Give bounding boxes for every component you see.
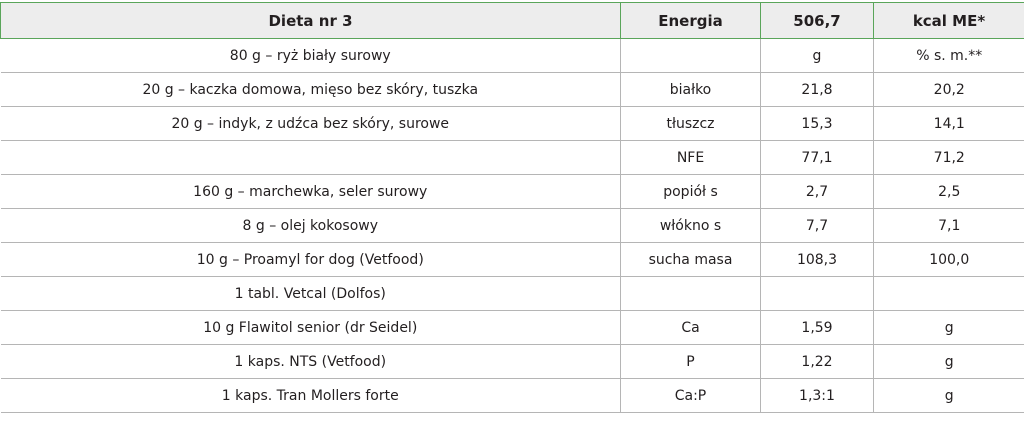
table-row: 1 tabl. Vetcal (Dolfos) xyxy=(1,277,1024,311)
table-cell: 15,3 xyxy=(761,107,874,141)
table-cell: % s. m.** xyxy=(874,39,1024,73)
table-cell: 108,3 xyxy=(761,243,874,277)
table-cell: tłuszcz xyxy=(621,107,761,141)
table-row: 10 g – Proamyl for dog (Vetfood)sucha ma… xyxy=(1,243,1024,277)
table-cell: 1,22 xyxy=(761,345,874,379)
table-cell: 160 g – marchewka, seler surowy xyxy=(1,175,621,209)
table-cell: popiół s xyxy=(621,175,761,209)
table-cell: 20,2 xyxy=(874,73,1024,107)
table-row: 80 g – ryż biały surowy g% s. m.** xyxy=(1,39,1024,73)
header-cell: kcal ME* xyxy=(874,3,1024,39)
table-cell: 100,0 xyxy=(874,243,1024,277)
table-cell: 21,8 xyxy=(761,73,874,107)
table-cell: 7,1 xyxy=(874,209,1024,243)
table-cell: NFE xyxy=(621,141,761,175)
table-cell: 80 g – ryż biały surowy xyxy=(1,39,621,73)
table-cell: 1 kaps. Tran Mollers forte xyxy=(1,379,621,413)
table-cell xyxy=(1,141,621,175)
table-cell: 1,59 xyxy=(761,311,874,345)
table-cell: 10 g Flawitol senior (dr Seidel) xyxy=(1,311,621,345)
table-cell: 1,3:1 xyxy=(761,379,874,413)
table-cell: sucha masa xyxy=(621,243,761,277)
header-cell: 506,7 xyxy=(761,3,874,39)
table-cell: 8 g – olej kokosowy xyxy=(1,209,621,243)
table-cell xyxy=(874,277,1024,311)
table-cell: Ca:P xyxy=(621,379,761,413)
table-cell: 10 g – Proamyl for dog (Vetfood) xyxy=(1,243,621,277)
table-cell: 2,7 xyxy=(761,175,874,209)
table-cell: 77,1 xyxy=(761,141,874,175)
table-cell: 20 g – indyk, z udźca bez skóry, surowe xyxy=(1,107,621,141)
header-cell: Energia xyxy=(621,3,761,39)
table-cell: 1 tabl. Vetcal (Dolfos) xyxy=(1,277,621,311)
table-cell: g xyxy=(761,39,874,73)
table-cell: g xyxy=(874,345,1024,379)
header-cell: Dieta nr 3 xyxy=(1,3,621,39)
table-row: 20 g – kaczka domowa, mięso bez skóry, t… xyxy=(1,73,1024,107)
table-cell: 1 kaps. NTS (Vetfood) xyxy=(1,345,621,379)
table-cell: 2,5 xyxy=(874,175,1024,209)
table-cell: włókno s xyxy=(621,209,761,243)
table-cell: 71,2 xyxy=(874,141,1024,175)
table-cell: Ca xyxy=(621,311,761,345)
table-cell: P xyxy=(621,345,761,379)
table-cell: 20 g – kaczka domowa, mięso bez skóry, t… xyxy=(1,73,621,107)
table-cell xyxy=(621,39,761,73)
table-cell xyxy=(621,277,761,311)
table-cell: g xyxy=(874,311,1024,345)
table-cell: 7,7 xyxy=(761,209,874,243)
table-cell xyxy=(761,277,874,311)
table-cell: g xyxy=(874,379,1024,413)
table-cell: 14,1 xyxy=(874,107,1024,141)
table-cell: białko xyxy=(621,73,761,107)
